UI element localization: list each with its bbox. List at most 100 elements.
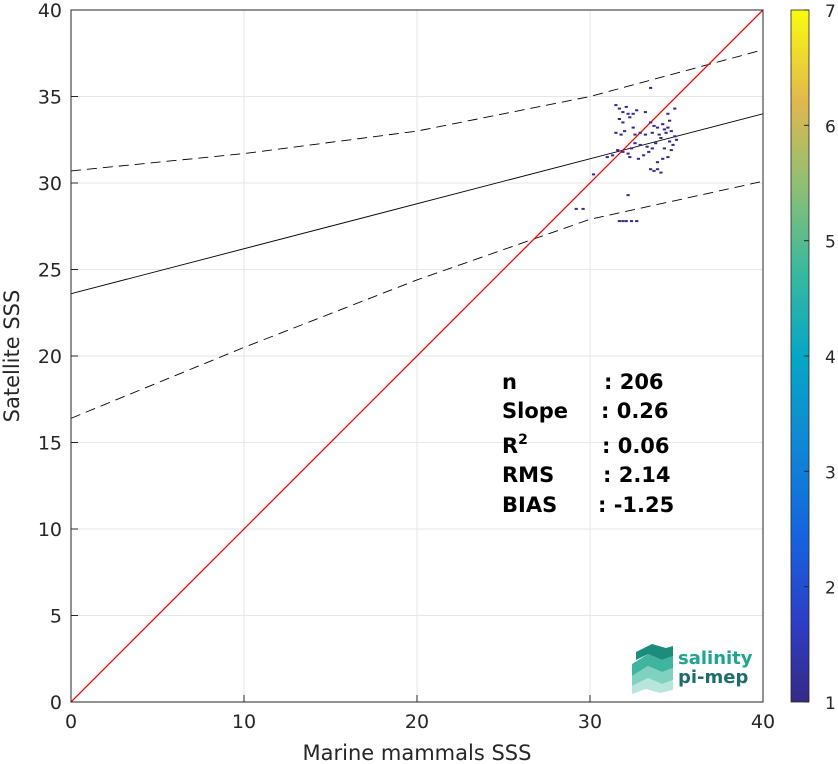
colorbar-tick-label: 2: [825, 579, 836, 599]
data-point: [638, 131, 642, 134]
stat-label: n: [502, 370, 517, 394]
stat-value: : 0.06: [602, 434, 670, 458]
data-point: [673, 107, 677, 110]
data-point: [668, 140, 672, 143]
confidence-bound-upper: [71, 49, 763, 172]
data-point: [669, 130, 673, 133]
data-point: [650, 147, 654, 150]
data-point: [649, 168, 653, 171]
data-point: [647, 150, 651, 153]
data-point: [638, 143, 642, 146]
data-point: [635, 220, 639, 223]
stat-label: BIAS: [502, 493, 557, 517]
data-point: [655, 126, 660, 129]
data-point: [657, 133, 661, 136]
y-tick-label: 20: [38, 346, 62, 368]
data-point: [631, 112, 635, 115]
data-point: [629, 220, 634, 223]
data-point: [671, 143, 675, 146]
x-tick-label: 0: [65, 711, 77, 733]
data-point: [635, 109, 639, 112]
data-point: [643, 133, 647, 136]
stat-label-superscript: 2: [518, 432, 528, 448]
x-tick-label: 30: [578, 711, 602, 733]
y-tick-label: 35: [38, 87, 62, 109]
logo-text-pimep: pi-mep: [678, 667, 748, 688]
data-point: [621, 111, 625, 114]
data-point: [605, 156, 609, 159]
data-point: [636, 157, 640, 160]
data-point: [591, 173, 596, 176]
colorbar-tick-label: 6: [825, 117, 836, 137]
data-point: [614, 104, 618, 107]
x-axis-ticks: 0 10 20 30 40: [65, 695, 775, 733]
x-tick-label: 10: [232, 711, 256, 733]
data-point: [624, 105, 628, 108]
y-tick-label: 10: [38, 519, 62, 541]
data-point: [581, 207, 585, 210]
data-point: [649, 86, 653, 89]
data-point: [655, 161, 660, 164]
data-point: [661, 157, 665, 160]
data-point: [617, 107, 621, 110]
data-point: [619, 133, 623, 136]
data-point: [673, 135, 677, 138]
y-axis-ticks: 0 5 10 15 20 25 30 35 40: [38, 0, 78, 714]
data-point: [669, 149, 673, 152]
data-point: [643, 111, 647, 114]
colorbar-tick-label: 5: [825, 233, 836, 253]
y-axis-label: Satellite SSS: [0, 290, 24, 423]
logo-text-salinity: salinity: [678, 648, 753, 669]
data-point: [626, 112, 630, 115]
data-point: [659, 137, 663, 139]
stat-value: : -1.25: [598, 493, 674, 517]
colorbar-tick-label: 3: [825, 463, 836, 483]
regression-line: [71, 113, 763, 295]
data-point: [650, 131, 654, 134]
data-point: [626, 152, 630, 155]
data-point: [621, 121, 625, 124]
data-point: [652, 124, 656, 127]
data-point: [621, 220, 625, 223]
one-to-one-line: [71, 10, 763, 702]
data-point: [666, 126, 670, 129]
y-tick-label: 0: [50, 692, 62, 714]
data-point: [633, 142, 637, 145]
colorbar-ticks: 1 2 3 4 5 6 7: [804, 2, 836, 714]
data-point: [628, 156, 632, 159]
y-tick-label: 15: [38, 433, 62, 455]
data-point: [631, 126, 635, 129]
data-point: [616, 149, 620, 152]
data-points: [574, 86, 679, 223]
colorbar-tick-label: 4: [825, 348, 836, 368]
data-point: [666, 112, 670, 115]
y-tick-label: 25: [38, 260, 62, 282]
stat-label: Slope: [502, 399, 568, 423]
data-point: [662, 128, 666, 131]
data-point: [649, 121, 653, 124]
data-point: [633, 133, 637, 136]
data-point: [614, 131, 618, 134]
data-point: [645, 145, 649, 148]
data-point: [617, 118, 621, 120]
x-tick-label: 40: [751, 711, 775, 733]
data-point: [654, 142, 658, 145]
data-point: [610, 154, 615, 157]
data-point: [652, 169, 656, 172]
data-point: [629, 147, 634, 150]
data-point: [668, 119, 672, 122]
colorbar-tick-label: 1: [825, 694, 836, 714]
data-point: [628, 116, 632, 119]
data-point: [655, 168, 660, 171]
data-point: [659, 171, 663, 174]
logo-layers-icon: [632, 644, 673, 694]
y-tick-label: 5: [50, 606, 62, 628]
stat-value: : 206: [604, 370, 664, 394]
data-point: [623, 130, 627, 133]
logo: salinity pi-mep: [632, 644, 753, 694]
confidence-bound-lower: [71, 180, 763, 419]
data-point: [626, 194, 630, 197]
data-point: [666, 156, 670, 159]
